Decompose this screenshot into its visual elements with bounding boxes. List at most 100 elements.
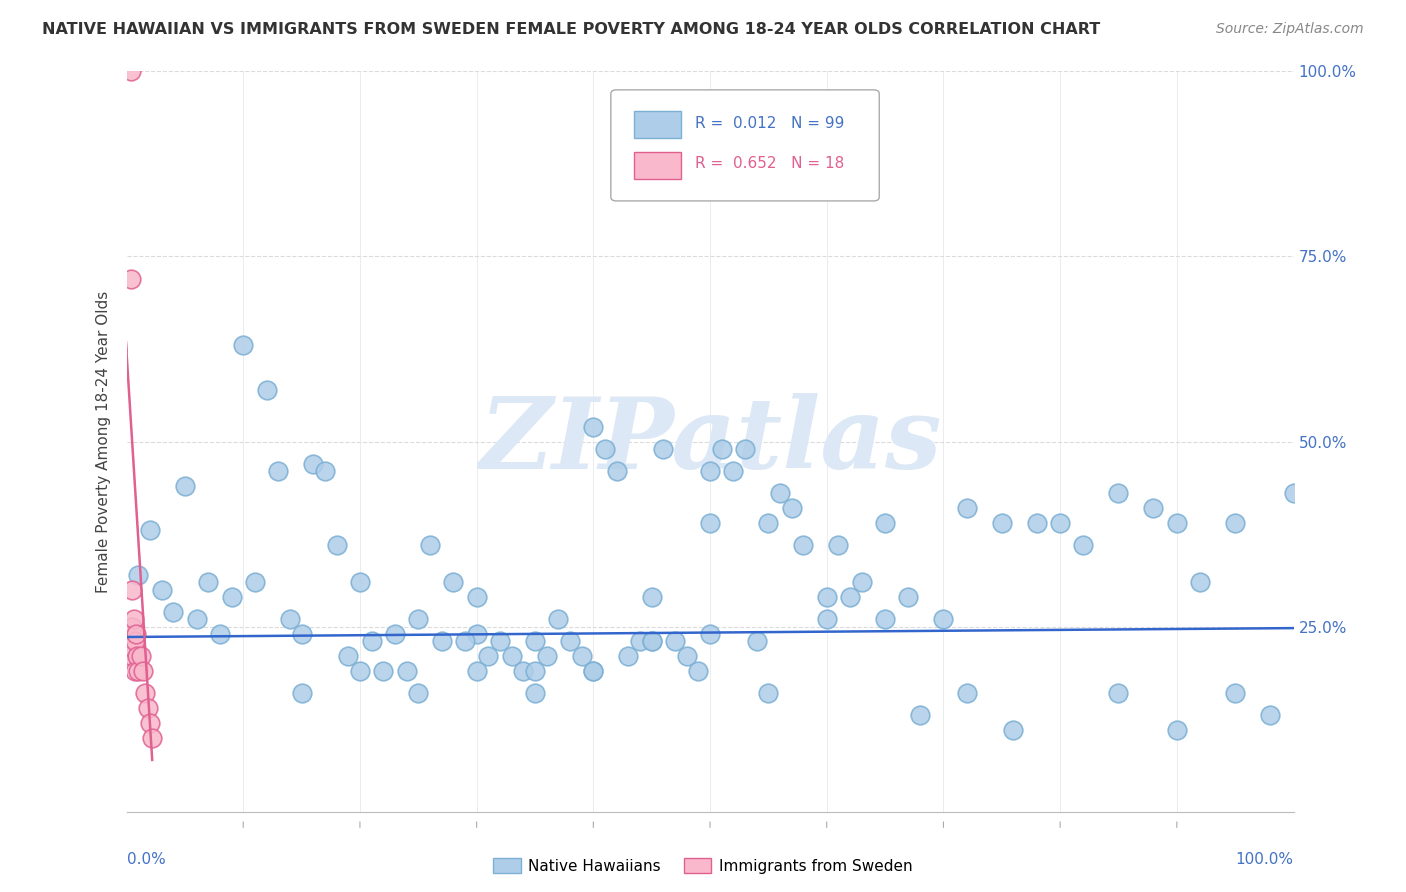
Point — [734, 442, 756, 456]
Point — [875, 612, 897, 626]
Text: R =  0.652   N = 18: R = 0.652 N = 18 — [695, 156, 844, 171]
Point — [134, 686, 156, 700]
Point — [756, 516, 779, 530]
Point — [162, 605, 184, 619]
Point — [1166, 723, 1188, 738]
Text: 0.0%: 0.0% — [127, 853, 166, 867]
Point — [756, 686, 779, 700]
Point — [325, 538, 347, 552]
Point — [815, 612, 838, 626]
Text: Source: ZipAtlas.com: Source: ZipAtlas.com — [1216, 22, 1364, 37]
Point — [1108, 686, 1130, 700]
Point — [1166, 516, 1188, 530]
Point — [139, 715, 162, 730]
Point — [465, 664, 488, 678]
Point — [360, 634, 382, 648]
Point — [641, 634, 664, 648]
Point — [1223, 686, 1246, 700]
Point — [232, 338, 254, 352]
Point — [373, 664, 395, 678]
Point — [477, 649, 499, 664]
Point — [441, 575, 464, 590]
Point — [956, 501, 979, 516]
Point — [395, 664, 418, 678]
Point — [839, 590, 862, 604]
Point — [652, 442, 675, 456]
Point — [664, 634, 686, 648]
Point — [489, 634, 512, 648]
Bar — [634, 152, 681, 178]
Point — [523, 686, 546, 700]
Point — [124, 664, 146, 678]
Point — [523, 664, 546, 678]
Point — [290, 686, 312, 700]
Point — [827, 538, 849, 552]
Point — [122, 641, 145, 656]
Point — [523, 634, 546, 648]
Point — [302, 457, 325, 471]
Point — [384, 627, 406, 641]
Point — [1189, 575, 1212, 590]
Point — [956, 686, 979, 700]
Point — [454, 634, 477, 648]
Point — [990, 516, 1012, 530]
Point — [582, 664, 605, 678]
Point — [465, 590, 488, 604]
Point — [208, 627, 231, 641]
Point — [675, 649, 697, 664]
Point — [141, 731, 163, 745]
Text: ZIPatlas: ZIPatlas — [479, 393, 941, 490]
Point — [558, 634, 581, 648]
Point — [1258, 708, 1281, 723]
Point — [465, 627, 488, 641]
Legend: Native Hawaiians, Immigrants from Sweden: Native Hawaiians, Immigrants from Sweden — [486, 852, 920, 880]
Point — [769, 486, 792, 500]
Point — [582, 419, 605, 434]
Point — [1223, 516, 1246, 530]
Point — [571, 649, 593, 664]
Point — [699, 464, 721, 478]
Point — [1073, 538, 1095, 552]
Point — [512, 664, 534, 678]
Point — [132, 664, 155, 678]
Point — [815, 590, 838, 604]
Point — [127, 567, 149, 582]
Point — [120, 64, 142, 78]
Y-axis label: Female Poverty Among 18-24 Year Olds: Female Poverty Among 18-24 Year Olds — [96, 291, 111, 592]
Point — [606, 464, 628, 478]
Point — [121, 619, 143, 633]
Point — [256, 383, 278, 397]
Point — [124, 634, 146, 648]
Text: R =  0.012   N = 99: R = 0.012 N = 99 — [695, 116, 844, 131]
Point — [121, 582, 143, 597]
Bar — [634, 112, 681, 138]
Point — [699, 627, 721, 641]
Point — [641, 590, 664, 604]
Point — [197, 575, 219, 590]
Point — [278, 612, 301, 626]
FancyBboxPatch shape — [610, 90, 879, 201]
Point — [186, 612, 208, 626]
Point — [536, 649, 558, 664]
Point — [628, 634, 651, 648]
Point — [314, 464, 336, 478]
Point — [745, 634, 768, 648]
Point — [780, 501, 803, 516]
Point — [792, 538, 814, 552]
Point — [1142, 501, 1164, 516]
Point — [221, 590, 243, 604]
Point — [125, 649, 148, 664]
Point — [136, 701, 159, 715]
Point — [897, 590, 920, 604]
Point — [932, 612, 955, 626]
Point — [267, 464, 290, 478]
Text: NATIVE HAWAIIAN VS IMMIGRANTS FROM SWEDEN FEMALE POVERTY AMONG 18-24 YEAR OLDS C: NATIVE HAWAIIAN VS IMMIGRANTS FROM SWEDE… — [42, 22, 1101, 37]
Point — [1025, 516, 1047, 530]
Point — [582, 664, 605, 678]
Point — [593, 442, 616, 456]
Point — [688, 664, 710, 678]
Point — [419, 538, 441, 552]
Point — [121, 649, 143, 664]
Point — [1108, 486, 1130, 500]
Point — [408, 686, 430, 700]
